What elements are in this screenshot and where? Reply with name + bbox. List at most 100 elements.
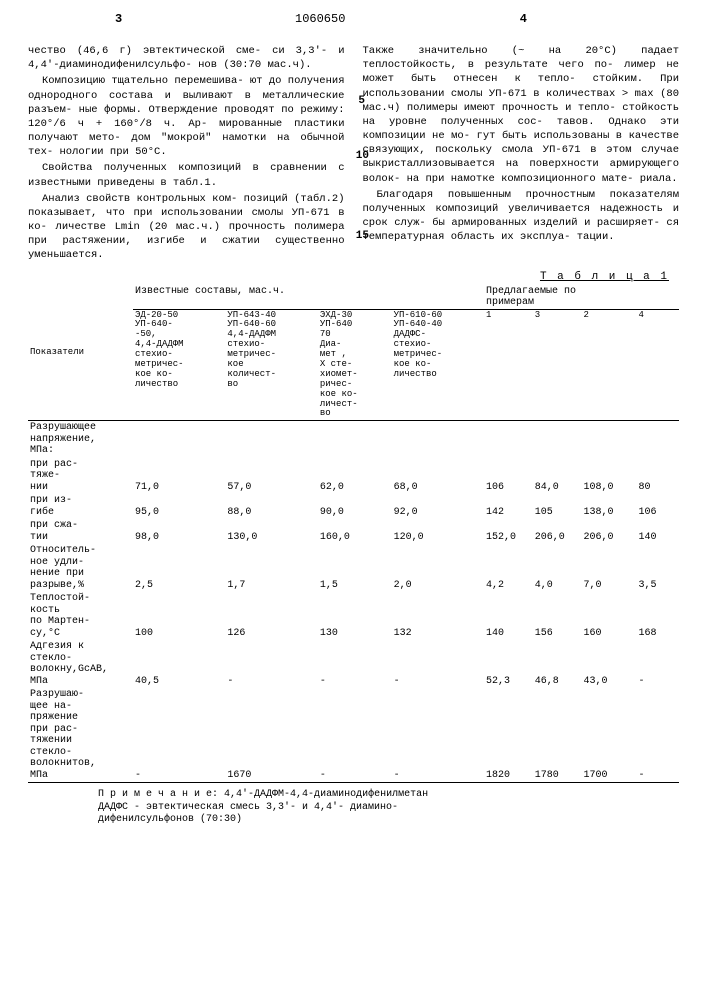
cell-value: 1670 <box>225 688 317 783</box>
cell-value: 138,0 <box>581 494 636 519</box>
cell-value: 1700 <box>581 688 636 783</box>
note-label: П р и м е ч а н и е: <box>98 789 218 800</box>
cell-value: 152,0 <box>484 519 533 544</box>
line-marker-15: 15 <box>356 230 369 242</box>
column-header: УП-643-40 УП-640-60 4,4-ДАДФМ стехио- ме… <box>225 309 317 421</box>
page-root: 3 1060650 4 5 10 15 чество (46,6 г) эвте… <box>0 0 707 847</box>
cell-value: - <box>636 688 679 783</box>
row-label: Разрушаю- щее на- пряжение при рас- тяже… <box>28 688 133 783</box>
column-header: 2 <box>581 309 636 421</box>
cell-value <box>581 421 636 458</box>
cell-value: 7,0 <box>581 544 636 592</box>
cell-value: 68,0 <box>392 458 484 495</box>
cell-value: 4,0 <box>533 544 582 592</box>
cell-value: 160 <box>581 592 636 640</box>
cell-value: 206,0 <box>581 519 636 544</box>
cell-value: 108,0 <box>581 458 636 495</box>
group-header-known: Известные составы, мас.ч. <box>133 285 484 310</box>
line-marker-10: 10 <box>356 150 369 162</box>
cell-value: 126 <box>225 592 317 640</box>
cell-value: 52,3 <box>484 640 533 688</box>
cell-value: 46,8 <box>533 640 582 688</box>
cell-value: - <box>392 640 484 688</box>
cell-value: 130 <box>318 592 392 640</box>
cell-value <box>484 421 533 458</box>
page-number-right: 4 <box>520 12 527 26</box>
paragraph: Анализ свойств контрольных ком- позиций … <box>28 192 345 263</box>
line-marker-5: 5 <box>358 95 365 107</box>
cell-value: 168 <box>636 592 679 640</box>
page-number-left: 3 <box>115 12 122 26</box>
table-note: П р и м е ч а н и е: 4,4'-ДАДФМ-4,4-диам… <box>28 789 679 827</box>
cell-value <box>533 421 582 458</box>
cell-value: 2,0 <box>392 544 484 592</box>
row-label: Теплостой- кость по Мартен- су,°С <box>28 592 133 640</box>
cell-value: 3,5 <box>636 544 679 592</box>
right-column: Также значительно (~ на 20°С) падает теп… <box>363 44 680 265</box>
row-label: при из- гибе <box>28 494 133 519</box>
cell-value: 120,0 <box>392 519 484 544</box>
cell-value: 140 <box>484 592 533 640</box>
cell-value: 57,0 <box>225 458 317 495</box>
cell-value: 84,0 <box>533 458 582 495</box>
cell-value: - <box>318 688 392 783</box>
cell-value: 140 <box>636 519 679 544</box>
col-label: Показатели <box>28 285 133 421</box>
column-header: 4 <box>636 309 679 421</box>
cell-value: 88,0 <box>225 494 317 519</box>
cell-value: 132 <box>392 592 484 640</box>
row-label: при сжа- тии <box>28 519 133 544</box>
cell-value: 156 <box>533 592 582 640</box>
cell-value: 1,5 <box>318 544 392 592</box>
cell-value: 130,0 <box>225 519 317 544</box>
cell-value: 160,0 <box>318 519 392 544</box>
cell-value: 71,0 <box>133 458 225 495</box>
column-header: УП-610-60 УП-640-40 ДАДФС- стехио- метри… <box>392 309 484 421</box>
cell-value: 80 <box>636 458 679 495</box>
row-label: при рас- тяже- нии <box>28 458 133 495</box>
cell-value <box>133 421 225 458</box>
cell-value: - <box>392 688 484 783</box>
cell-value: 142 <box>484 494 533 519</box>
paragraph: чество (46,6 г) эвтектической сме- си 3,… <box>28 44 345 72</box>
cell-value: 106 <box>484 458 533 495</box>
cell-value <box>318 421 392 458</box>
cell-value: 40,5 <box>133 640 225 688</box>
cell-value <box>392 421 484 458</box>
row-label: Разрушающее напряжение, МПа: <box>28 421 133 458</box>
cell-value: 43,0 <box>581 640 636 688</box>
cell-value: 2,5 <box>133 544 225 592</box>
document-number: 1060650 <box>295 12 345 26</box>
cell-value: 4,2 <box>484 544 533 592</box>
cell-value: 105 <box>533 494 582 519</box>
table-caption: Т а б л и ц а 1 <box>28 271 669 283</box>
paragraph: Благодаря повышенным прочностным показат… <box>363 188 680 245</box>
cell-value: - <box>318 640 392 688</box>
paragraph: Свойства полученных композиций в сравнен… <box>28 161 345 189</box>
paragraph: Композицию тщательно перемешива- ют до п… <box>28 74 345 159</box>
cell-value <box>225 421 317 458</box>
cell-value: 206,0 <box>533 519 582 544</box>
cell-value: 90,0 <box>318 494 392 519</box>
paragraph: Также значительно (~ на 20°С) падает теп… <box>363 44 680 186</box>
cell-value: - <box>225 640 317 688</box>
cell-value: 1,7 <box>225 544 317 592</box>
data-table: Показатели Известные составы, мас.ч. Пре… <box>28 285 679 784</box>
cell-value: 92,0 <box>392 494 484 519</box>
cell-value: 106 <box>636 494 679 519</box>
group-header-proposed: Предлагаемые по примерам <box>484 285 679 310</box>
cell-value: - <box>636 640 679 688</box>
text-columns: чество (46,6 г) эвтектической сме- си 3,… <box>28 44 679 265</box>
cell-value: 98,0 <box>133 519 225 544</box>
cell-value: 1780 <box>533 688 582 783</box>
cell-value: 100 <box>133 592 225 640</box>
cell-value: 95,0 <box>133 494 225 519</box>
cell-value: - <box>133 688 225 783</box>
left-column: чество (46,6 г) эвтектической сме- си 3,… <box>28 44 345 265</box>
row-label: Относитель- ное удли- нение при разрыве,… <box>28 544 133 592</box>
column-header: 3 <box>533 309 582 421</box>
cell-value: 62,0 <box>318 458 392 495</box>
cell-value <box>636 421 679 458</box>
cell-value: 1820 <box>484 688 533 783</box>
column-header: ЭХД-30 УП-640 70 Диа- мет , Х сте- хиоме… <box>318 309 392 421</box>
